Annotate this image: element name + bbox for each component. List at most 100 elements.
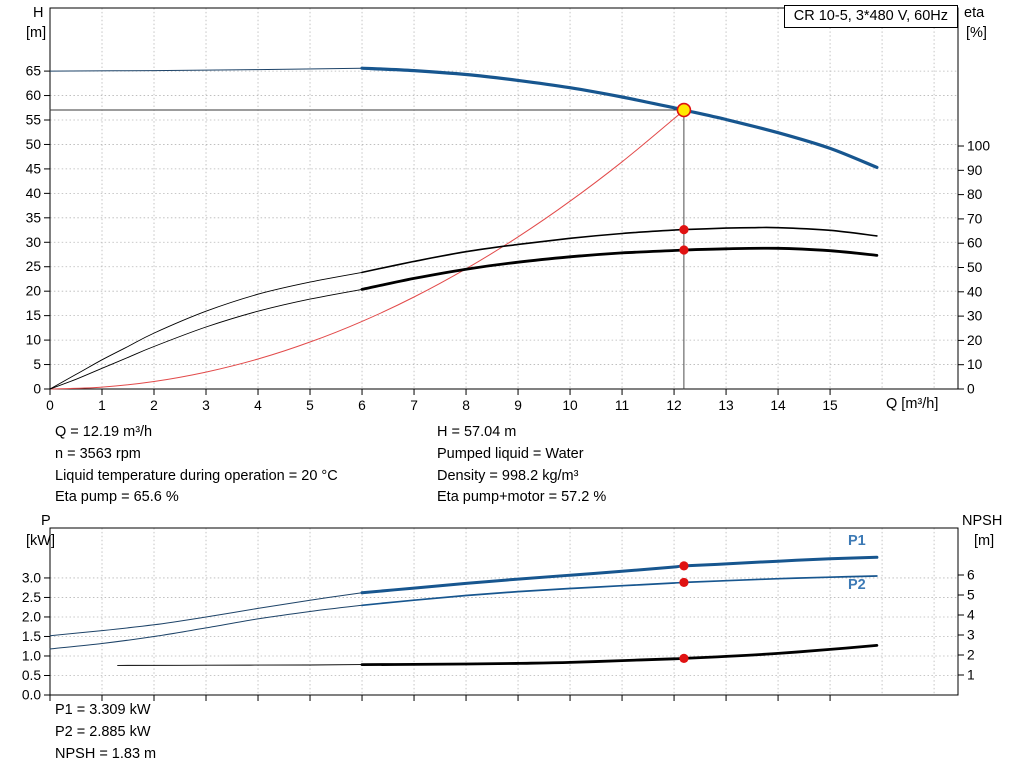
svg-text:9: 9 [514, 398, 522, 413]
svg-text:5: 5 [33, 357, 41, 372]
svg-text:1.5: 1.5 [22, 629, 42, 644]
annotation-npsh: NPSH = 1.83 m [55, 745, 157, 762]
eta-pump-curve-thin [49, 271, 363, 390]
svg-text:0.0: 0.0 [22, 688, 42, 703]
svg-text:100: 100 [967, 139, 990, 154]
svg-text:50: 50 [26, 137, 42, 152]
svg-text:55: 55 [26, 113, 42, 128]
eta-pump-motor-curve [360, 246, 879, 291]
svg-text:13: 13 [718, 398, 734, 413]
svg-text:6: 6 [967, 568, 975, 583]
pump-curve [360, 66, 879, 169]
annotation-eta-pump: Eta pump = 65.6 % [55, 489, 179, 506]
h-axis-title: H [33, 5, 44, 21]
duty-data-right-column: H = 57.04 m Pumped liquid = Water Densit… [437, 424, 606, 511]
eta-pump-motor-curve-thin [49, 288, 363, 390]
annotation-temperature: Liquid temperature during operation = 20… [55, 467, 338, 484]
svg-text:7: 7 [410, 398, 418, 413]
p1-curve [360, 555, 879, 595]
npsh-curve [360, 644, 879, 666]
svg-text:12: 12 [666, 398, 681, 413]
svg-text:1: 1 [967, 668, 975, 683]
duty-data-left-column: Q = 12.19 m³/h n = 3563 rpm Liquid tempe… [55, 424, 338, 511]
svg-text:14: 14 [770, 398, 786, 413]
p2-curve-label: P2 [848, 577, 866, 593]
svg-text:5: 5 [967, 588, 975, 603]
eta-pump-motor-point [679, 245, 689, 255]
svg-text:65: 65 [26, 64, 42, 79]
eta-axis-unit: [%] [966, 25, 987, 41]
p-axis-title: P [41, 513, 51, 529]
npsh-axis-unit: [m] [974, 533, 995, 549]
p1-point [679, 561, 689, 571]
p-axis-unit: [kW] [26, 533, 55, 549]
svg-text:30: 30 [967, 309, 983, 324]
system-curve [49, 109, 685, 390]
svg-text:2.5: 2.5 [22, 590, 42, 605]
grid [50, 8, 958, 389]
q-axis-title: Q [m³/h] [886, 396, 939, 412]
svg-text:15: 15 [26, 308, 42, 323]
eta-pump-point [679, 225, 689, 235]
ticks: 0.0 0.5 1.0 1.5 2.0 2.5 3.0 1 2 3 4 5 6 [22, 568, 975, 703]
power-data-column: P1 = 3.309 kW P2 = 2.885 kW NPSH = 1.83 … [55, 702, 156, 767]
svg-text:3.0: 3.0 [22, 570, 42, 585]
annotation-density: Density = 998.2 kg/m³ [437, 467, 579, 484]
svg-text:8: 8 [462, 398, 470, 413]
eta-pump-curve [361, 226, 878, 274]
svg-text:1: 1 [98, 398, 106, 413]
p2-curve-thin [49, 604, 363, 650]
annotation-flow: Q = 12.19 m³/h [55, 424, 153, 440]
svg-text:10: 10 [26, 333, 42, 348]
svg-text:30: 30 [26, 235, 42, 250]
svg-text:4: 4 [967, 608, 975, 623]
grid [50, 528, 958, 695]
npsh-point [679, 653, 689, 664]
svg-text:6: 6 [358, 398, 366, 413]
eta-axis-title: eta [964, 5, 985, 21]
svg-text:5: 5 [306, 398, 314, 413]
svg-text:20: 20 [967, 333, 983, 348]
duty-point [676, 102, 692, 118]
svg-text:40: 40 [26, 186, 42, 201]
svg-text:0: 0 [967, 382, 975, 397]
svg-text:4: 4 [254, 398, 262, 413]
annotation-p1: P1 = 3.309 kW [55, 702, 151, 718]
annotation-eta-pump-motor: Eta pump+motor = 57.2 % [437, 489, 607, 506]
svg-text:60: 60 [967, 236, 983, 251]
ticks: 0510152025303540455055606501020304050607… [26, 64, 991, 413]
p1-curve-label: P1 [848, 533, 866, 549]
npsh-axis-title: NPSH [962, 513, 1003, 529]
svg-text:45: 45 [26, 161, 42, 176]
svg-text:10: 10 [562, 398, 578, 413]
pump-curve-thin [49, 67, 363, 72]
svg-text:2.0: 2.0 [22, 609, 42, 624]
svg-text:0.5: 0.5 [22, 668, 42, 683]
npsh-curve-thin [117, 664, 363, 666]
annotation-head: H = 57.04 m [437, 424, 517, 440]
annotation-p2: P2 = 2.885 kW [55, 723, 151, 740]
svg-text:0: 0 [33, 382, 41, 397]
svg-text:11: 11 [615, 398, 629, 413]
svg-text:25: 25 [26, 259, 42, 274]
annotation-speed: n = 3563 rpm [55, 445, 141, 462]
svg-text:3: 3 [202, 398, 210, 413]
qh-eta-chart: 0510152025303540455055606501020304050607… [26, 7, 991, 413]
svg-text:3: 3 [967, 628, 975, 643]
svg-text:60: 60 [26, 88, 42, 103]
svg-text:90: 90 [967, 163, 983, 178]
pump-model-box: CR 10-5, 3*480 V, 60Hz [783, 5, 958, 28]
p2-curve [361, 575, 878, 607]
svg-text:20: 20 [26, 284, 42, 299]
svg-text:0: 0 [46, 398, 54, 413]
svg-text:70: 70 [967, 211, 983, 226]
svg-text:35: 35 [26, 210, 42, 225]
svg-text:1.0: 1.0 [22, 648, 42, 663]
svg-text:40: 40 [967, 284, 983, 299]
svg-text:2: 2 [967, 648, 975, 663]
svg-text:80: 80 [967, 187, 983, 202]
p2-point [679, 577, 689, 588]
annotation-liquid: Pumped liquid = Water [437, 445, 584, 462]
